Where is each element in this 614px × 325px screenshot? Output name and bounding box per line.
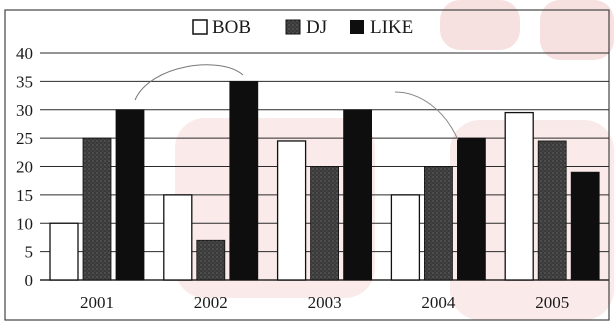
legend-swatch-bob xyxy=(192,19,208,35)
bar-bob-2001 xyxy=(49,222,79,281)
bar-bob-2004 xyxy=(390,194,421,281)
annotation-arc-1 xyxy=(134,64,244,101)
x-axis-labels: 2001 2002 2003 2004 2005 xyxy=(80,293,569,312)
legend-label-bob: BOB xyxy=(212,17,251,38)
y-tick-label: 40 xyxy=(16,44,33,63)
bar-like-2004 xyxy=(456,137,486,281)
legend-swatch-like xyxy=(350,20,364,34)
plot-frame xyxy=(4,9,610,321)
bar-dj-2005 xyxy=(537,140,567,281)
legend-label-like: LIKE xyxy=(370,17,413,38)
bar-dj-2004 xyxy=(423,166,453,281)
x-tick-label: 2005 xyxy=(535,293,569,312)
bar-like-2001 xyxy=(115,109,145,281)
bar-bob-2002 xyxy=(163,194,193,281)
bar-bob-2005 xyxy=(504,111,534,281)
x-tick-label: 2001 xyxy=(80,293,114,312)
y-tick-label: 15 xyxy=(16,186,33,205)
bar-dj-2003 xyxy=(310,166,340,281)
x-tick-label: 2002 xyxy=(194,293,228,312)
bar-like-2002 xyxy=(229,80,259,281)
legend-swatch-dj xyxy=(285,19,301,35)
y-axis-ticks: 0 5 10 15 20 25 30 35 40 xyxy=(16,44,33,290)
bar-bob-2003 xyxy=(276,140,307,281)
annotation-arc-2 xyxy=(394,91,459,141)
bars xyxy=(49,80,600,281)
y-tick-label: 30 xyxy=(16,101,33,120)
y-tick-label: 25 xyxy=(16,129,33,148)
y-tick-label: 10 xyxy=(16,214,33,233)
y-tick-label: 5 xyxy=(25,243,34,262)
y-tick-label: 20 xyxy=(16,158,33,177)
y-tick-label: 0 xyxy=(25,271,34,290)
bar-like-2003 xyxy=(343,109,373,281)
y-tick-label: 35 xyxy=(16,72,33,91)
x-tick-label: 2004 xyxy=(421,293,456,312)
bar-like-2005 xyxy=(570,171,600,281)
bar-dj-2001 xyxy=(82,137,112,281)
bar-dj-2002 xyxy=(196,239,226,281)
legend-label-dj: DJ xyxy=(306,17,327,38)
x-tick-label: 2003 xyxy=(308,293,342,312)
legend: BOB DJ LIKE xyxy=(192,17,413,38)
